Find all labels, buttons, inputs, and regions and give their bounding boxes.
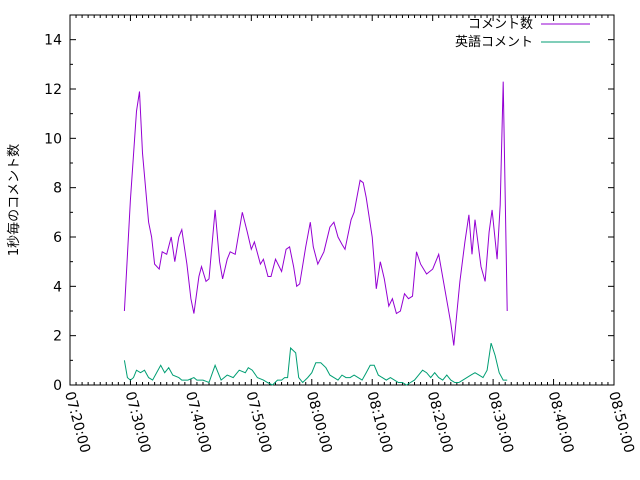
y-tick-label: 10 [44, 131, 62, 147]
series-layer [123, 81, 508, 386]
plot-frame [69, 14, 615, 386]
legend-label-english-comments: 英語コメント [455, 34, 533, 50]
x-tick-label: 07:20:00 [61, 390, 93, 455]
x-tick-label: 07:50:00 [242, 390, 274, 455]
y-tick-label: 6 [53, 230, 62, 246]
x-tick-label: 08:20:00 [424, 390, 456, 455]
x-tick-label: 08:40:00 [545, 390, 577, 455]
x-tick-label: 07:40:00 [182, 390, 214, 455]
x-tick-label: 08:30:00 [484, 390, 516, 455]
x-tick-label: 08:00:00 [303, 390, 335, 455]
x-axis: 07:20:00 07:30:00 07:40:00 07:50:00 08:00:00… [61, 15, 637, 455]
x-tick-label: 08:50:00 [605, 390, 637, 455]
legend: コメント数 英語コメント [455, 17, 590, 50]
y-tick-label: 14 [44, 33, 62, 49]
y-tick-label: 2 [53, 329, 62, 345]
y-axis-label: 1秒毎のコメント数 [6, 144, 22, 256]
x-tick-label: 07:30:00 [122, 390, 154, 455]
x-tick-label: 08:10:00 [363, 390, 395, 455]
y-tick-label: 0 [53, 378, 62, 394]
y-axis: 0 2 4 6 8 10 12 14 [44, 33, 614, 394]
series-line-0 [123, 81, 508, 346]
y-tick-label: 8 [53, 181, 62, 197]
series-line-1 [123, 342, 508, 386]
y-tick-label: 12 [44, 82, 62, 98]
legend-label-comments: コメント数 [468, 17, 533, 32]
y-tick-label: 4 [53, 279, 62, 295]
